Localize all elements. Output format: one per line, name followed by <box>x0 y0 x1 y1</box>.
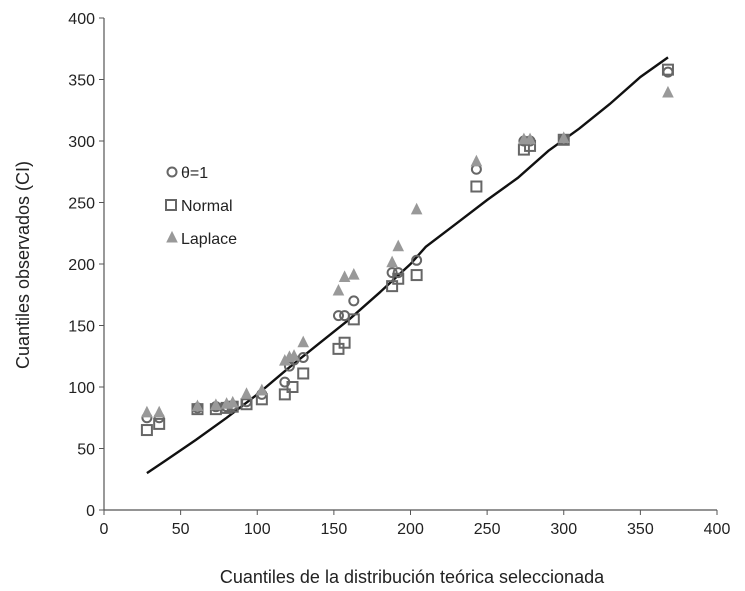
point-laplace <box>662 85 674 98</box>
legend-marker-laplace <box>166 230 178 243</box>
tick-labels: 0 50 100 150 200 250 300 350 400 0 50 100 150 200 250 3… <box>68 11 730 538</box>
x-tick-label: 150 <box>321 521 348 538</box>
point-theta <box>392 267 404 279</box>
point-normal <box>470 180 483 193</box>
point-laplace <box>210 398 222 410</box>
point-normal <box>278 388 291 401</box>
point-laplace <box>524 132 536 145</box>
point-laplace <box>297 335 310 348</box>
point-laplace <box>141 405 153 418</box>
y-tick-label: 50 <box>77 442 95 459</box>
point-laplace <box>256 383 268 396</box>
reference-line-path <box>146 56 669 475</box>
point-normal <box>140 424 153 437</box>
point-laplace <box>288 349 300 361</box>
legend-label-laplace: Laplace <box>181 231 237 248</box>
legend: θ=1 Normal Laplace <box>165 165 237 248</box>
y-tick-label: 150 <box>68 319 95 336</box>
point-theta <box>348 295 360 307</box>
point-normal <box>332 342 345 355</box>
y-tick-label: 200 <box>68 257 95 274</box>
x-tick-label: 350 <box>627 521 654 538</box>
y-tick-label: 250 <box>68 196 95 213</box>
point-theta <box>386 267 398 279</box>
x-tick-label: 200 <box>397 521 424 538</box>
point-theta <box>332 310 344 322</box>
point-theta <box>339 310 351 322</box>
x-tick-label: 400 <box>704 521 731 538</box>
legend-marker-normal <box>165 199 177 211</box>
point-laplace <box>410 202 423 215</box>
point-normal <box>347 313 360 326</box>
legend-label-normal: Normal <box>181 198 233 215</box>
x-tick-label: 300 <box>550 521 577 538</box>
point-laplace <box>240 387 253 399</box>
point-normal <box>286 381 299 393</box>
y-tick-label: 300 <box>68 134 95 151</box>
y-tick-label: 100 <box>68 380 95 397</box>
point-normal <box>386 280 399 293</box>
point-laplace <box>470 154 483 167</box>
y-tick-label: 0 <box>86 503 95 520</box>
axes <box>99 17 718 515</box>
point-normal <box>297 367 310 380</box>
x-tick-label: 100 <box>244 521 271 538</box>
point-normal <box>240 398 253 411</box>
point-normal <box>410 269 423 282</box>
point-normal <box>153 417 166 430</box>
legend-label-theta: θ=1 <box>181 165 208 182</box>
x-tick-label: 0 <box>100 521 109 538</box>
x-tick-label: 50 <box>172 521 190 538</box>
y-tick-label: 400 <box>68 11 95 28</box>
y-axis-label: Cuantiles observados (CI) <box>13 161 33 369</box>
reference-line <box>146 56 669 475</box>
point-theta <box>297 351 309 363</box>
x-axis-label: Cuantiles de la distribución teórica sel… <box>220 567 605 587</box>
point-laplace <box>338 270 351 283</box>
point-laplace <box>347 267 360 280</box>
point-normal <box>517 143 530 156</box>
point-normal <box>392 272 405 285</box>
point-theta <box>411 254 423 266</box>
x-tick-label: 250 <box>474 521 501 538</box>
point-laplace <box>153 405 165 418</box>
point-laplace <box>226 395 239 408</box>
legend-marker-theta <box>166 166 178 178</box>
point-laplace <box>332 283 345 296</box>
data-points <box>140 63 674 437</box>
point-laplace <box>392 239 405 252</box>
point-normal <box>338 336 351 349</box>
y-tick-label: 350 <box>68 73 95 90</box>
point-normal <box>661 63 674 76</box>
point-laplace <box>386 255 398 268</box>
point-laplace <box>557 131 570 144</box>
point-laplace <box>191 399 204 412</box>
